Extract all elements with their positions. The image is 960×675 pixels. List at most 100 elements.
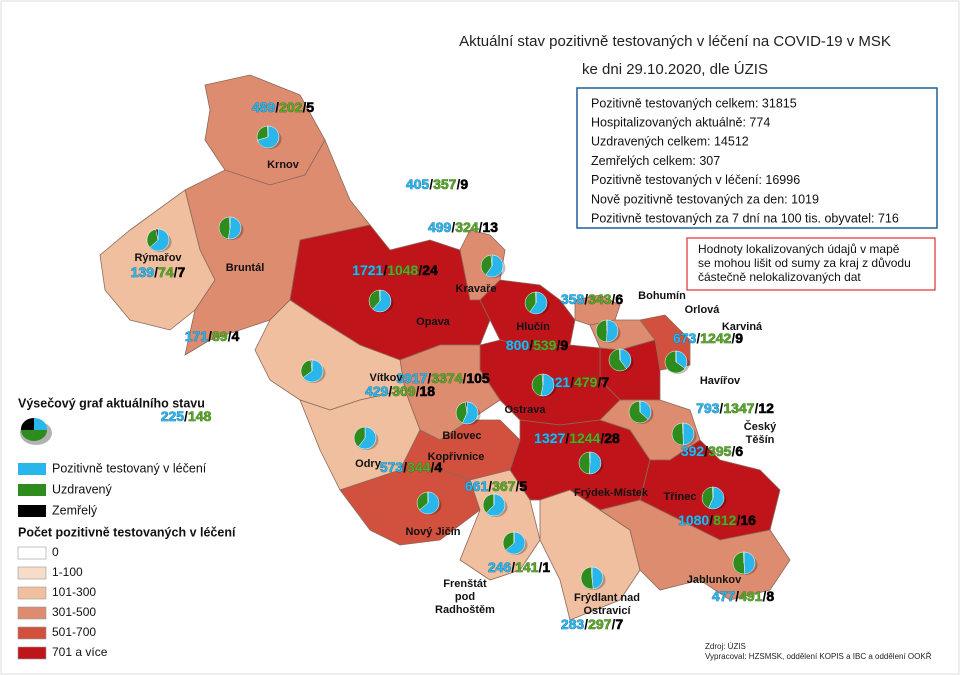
district-value: 343 bbox=[588, 291, 612, 307]
district-name-line: Frýdek-Místek bbox=[574, 487, 649, 499]
district-pie bbox=[628, 400, 654, 424]
legend-pie-icon bbox=[20, 417, 52, 445]
legend-swatch bbox=[18, 484, 46, 496]
district-name: Frýdek-Místek bbox=[574, 487, 649, 499]
district-name: Karviná bbox=[722, 321, 763, 333]
district-value: 395 bbox=[708, 443, 732, 459]
icon-slice bbox=[34, 417, 48, 430]
district-area bbox=[479, 279, 576, 351]
district-name-line: Vítkov bbox=[369, 372, 403, 384]
district-value: 491 bbox=[739, 588, 763, 604]
separator: / bbox=[736, 512, 740, 528]
district-area bbox=[599, 499, 791, 601]
separator: / bbox=[208, 328, 212, 344]
district-value: 297 bbox=[588, 616, 612, 632]
district-value: 8 bbox=[766, 588, 774, 604]
district-value: 357 bbox=[433, 176, 457, 192]
district-value: 5 bbox=[306, 99, 314, 115]
legend-label: 101-300 bbox=[52, 585, 96, 599]
pie-slice bbox=[595, 319, 608, 343]
source-line: Vypracoval: HZSMSK, oddělení KOPIS a IBC… bbox=[705, 652, 932, 661]
district-value: 4 bbox=[231, 328, 239, 344]
district-value: 105 bbox=[466, 370, 490, 386]
district-name: Vítkov bbox=[369, 372, 403, 384]
district-value: 171 bbox=[185, 328, 209, 344]
pie-slice bbox=[671, 422, 684, 446]
info-box bbox=[576, 87, 938, 229]
district-value: 489 bbox=[252, 99, 276, 115]
district-value: 1242 bbox=[700, 330, 731, 346]
icon-slice bbox=[21, 430, 47, 441]
separator: / bbox=[488, 478, 492, 494]
pie-slice bbox=[619, 348, 621, 361]
pie-slice bbox=[149, 228, 170, 252]
district-value: 7 bbox=[177, 264, 185, 280]
district-name-line: Radhoštěm bbox=[435, 604, 495, 616]
pie-slice bbox=[502, 531, 515, 551]
legend-label: 301-500 bbox=[52, 605, 96, 619]
pie-slice bbox=[540, 373, 555, 397]
district-name-line: Ostravicí bbox=[583, 605, 631, 617]
legend-swatch bbox=[18, 463, 46, 475]
legend-swatch bbox=[17, 586, 47, 600]
separator: / bbox=[430, 459, 434, 475]
district-value: 324 bbox=[455, 219, 479, 235]
district-name-line: Frenštát bbox=[443, 578, 487, 590]
district-value: 202 bbox=[279, 99, 303, 115]
district-value: 812 bbox=[713, 512, 737, 528]
district-numbers: 1080/812/16 bbox=[678, 512, 756, 528]
overlay: Krnov489/202/5Bruntál405/357/9Rýmařov139… bbox=[130, 98, 777, 632]
district-pie bbox=[218, 216, 244, 240]
separator: / bbox=[228, 328, 232, 344]
district-pie bbox=[595, 319, 621, 343]
district-name: Bruntál bbox=[226, 262, 265, 274]
district-name: Frenštát pod Radhoštěm bbox=[435, 578, 495, 616]
info-line: Uzdravených celkem: 14512 bbox=[591, 135, 749, 149]
district-value: 7 bbox=[601, 374, 609, 390]
district-pie bbox=[578, 451, 604, 475]
district-value: 1327 bbox=[534, 430, 565, 446]
separator: / bbox=[719, 400, 723, 416]
district-pie bbox=[701, 486, 727, 510]
district-name: Odry bbox=[355, 458, 382, 470]
district-pie bbox=[256, 125, 282, 149]
pie-slice bbox=[675, 350, 688, 369]
separator: / bbox=[184, 408, 188, 424]
district-name: Hlučín bbox=[516, 321, 550, 333]
pie-slice bbox=[465, 401, 468, 414]
district-numbers: 139/74/7 bbox=[131, 264, 186, 280]
pie-slice bbox=[228, 216, 231, 229]
pie-slice bbox=[310, 359, 313, 372]
district-value: 1 bbox=[542, 559, 550, 575]
note-box bbox=[686, 237, 936, 291]
district-numbers: 3917/3374/105 bbox=[396, 370, 490, 386]
pie-slice bbox=[358, 426, 377, 450]
district-numbers: 793/1347/12 bbox=[696, 400, 774, 416]
pie-slice bbox=[608, 348, 627, 372]
pie-slice bbox=[146, 228, 159, 248]
district-name-line: Havířov bbox=[700, 375, 741, 387]
district-value: 9 bbox=[460, 176, 468, 192]
district-value: 9 bbox=[735, 330, 743, 346]
district-numbers: 489/202/5 bbox=[252, 99, 315, 115]
info-line: Nově pozitivně testovaných za den: 1019 bbox=[591, 192, 819, 206]
legend-swatch bbox=[17, 566, 47, 580]
district-value: 16 bbox=[740, 512, 756, 528]
pie-slice bbox=[300, 359, 313, 378]
separator: / bbox=[704, 443, 708, 459]
pie-slice bbox=[664, 350, 686, 374]
separator: / bbox=[383, 262, 387, 278]
legend-label: 1-100 bbox=[52, 565, 83, 579]
district-value: 141 bbox=[515, 559, 539, 575]
district-name-line: Kravaře bbox=[456, 283, 497, 295]
district-value: 661 bbox=[465, 478, 489, 494]
separator: / bbox=[565, 430, 569, 446]
district-value: 3917 bbox=[396, 370, 427, 386]
district-value: 1347 bbox=[723, 400, 754, 416]
pie-slice bbox=[368, 289, 381, 310]
source-line: Zdroj: ÚZIS bbox=[705, 642, 746, 651]
district-value: 673 bbox=[673, 330, 697, 346]
district-pie bbox=[732, 551, 758, 575]
district-name-line: Ostrava bbox=[505, 404, 547, 416]
district-name-line: Frýdlant nad bbox=[574, 592, 640, 604]
